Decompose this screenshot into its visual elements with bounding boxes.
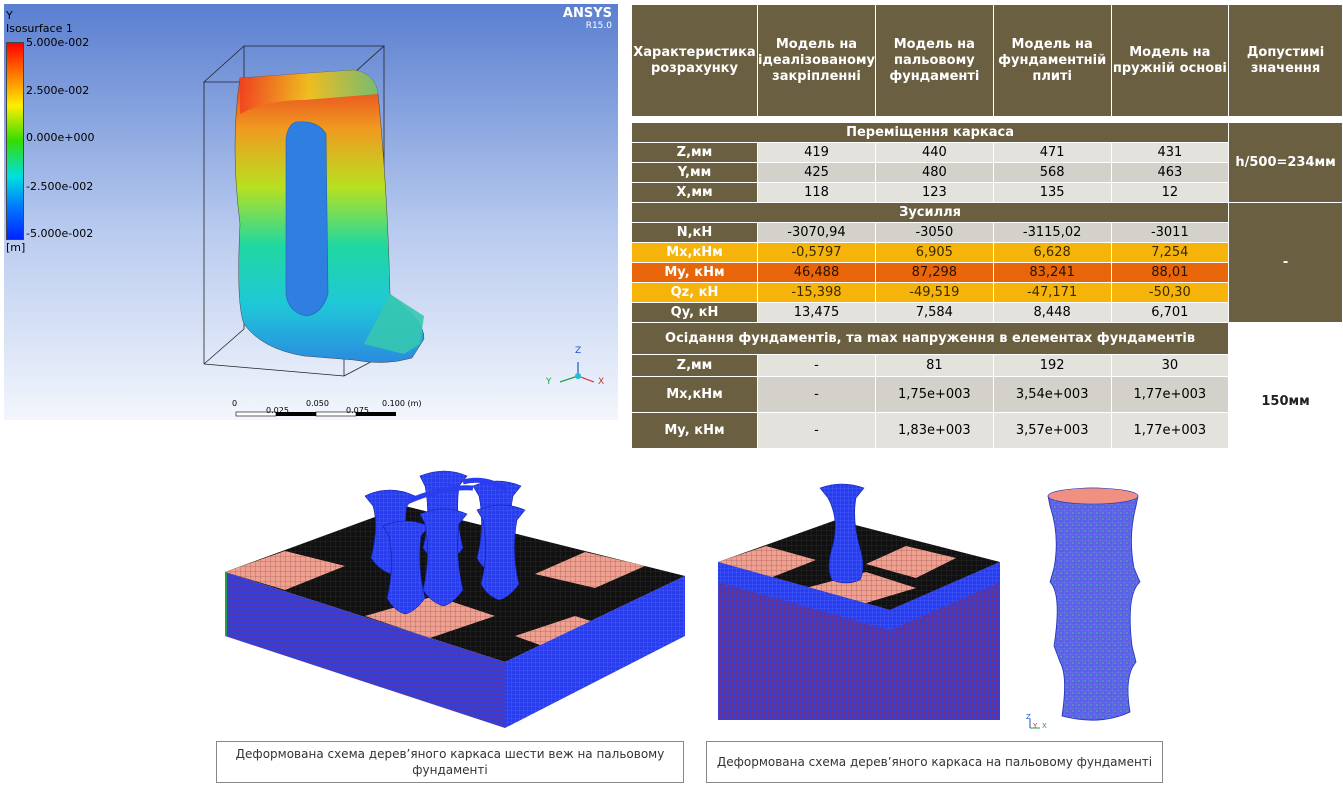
scale-050: 0.050 [306,399,329,408]
legend-value-4: -2.500e-002 [26,180,94,193]
fem-single-tower [718,483,1000,720]
caption-left: Деформована схема дерев’яного каркаса ше… [216,741,684,783]
legend-value-1: 5.000e-002 [26,36,90,49]
header-pile: Модель на пальовому фундаменті [875,4,994,117]
table-row: Z,мм - 81 192 30 150мм [631,354,1343,449]
table-row: Mx,кНм - 1,75e+003 3,54e+003 1,77e+003 [631,376,1343,413]
disp-allowed: h/500=234мм [1228,122,1343,203]
legend-title: Isosurface 1 [6,22,73,35]
ansys-brand: ANSYS [562,6,612,21]
scale-0: 0 [232,399,238,408]
settle-allowed: 150мм [1228,354,1343,449]
header-elastic: Модель на пружній основі [1110,4,1230,117]
table-row: My, кНм - 1,83e+003 3,57e+003 1,77e+003 [631,412,1343,449]
fem-six-towers [225,470,685,728]
results-table: Характеристика розрахунку Модель на ідеа… [630,4,1343,449]
mini-triad-z: Z [1026,713,1031,721]
isosurface-model [202,45,595,417]
table-row: Y,мм 425 480 568 463 [631,162,1343,183]
legend-unit: [m] [6,241,26,254]
table-header-row: Характеристика розрахунку Модель на ідеа… [631,4,1343,117]
table-row: My, кНм 46,488 87,298 83,241 88,01 [631,262,1343,283]
ansys-viewport[interactable]: Y Isosurface 1 5.000e-002 2.500e-002 0.0… [4,4,618,420]
table-row: Qy, кН 13,475 7,584 8,448 6,701 [631,302,1343,323]
header-slab: Модель на фундаментній плиті [992,4,1112,117]
header-idealized: Модель на ідеалізованому закріпленні [756,4,877,117]
triad-z: Z [575,346,582,356]
section-settlement: Осідання фундаментів, та max напруження … [630,322,1343,355]
triad-x: X [598,377,605,387]
legend-value-2: 2.500e-002 [26,84,90,97]
ansys-version: R15.0 [585,21,612,31]
table-row: X,мм 118 123 135 12 [631,182,1343,203]
scale-075: 0.075 [346,406,369,415]
section-forces: Зусилля - [630,202,1343,323]
table-row: N,кН -3070,94 -3050 -3115,02 -3011 [631,222,1343,243]
section-displacement: Переміщення каркаса h/500=234мм [630,122,1343,203]
mini-axis-triad [1029,719,1040,729]
table-row: Mx,кНм -0,5797 6,905 6,628 7,254 [631,242,1343,263]
legend-value-3: 0.000e+000 [26,131,95,144]
mini-triad-x: X [1042,722,1047,730]
scale-100: 0.100 (m) [382,399,422,408]
legend-value-5: -5.000e-002 [26,227,94,240]
forces-allowed: - [1228,202,1343,323]
triad-y: Y [546,377,552,387]
scale-025: 0.025 [266,406,289,415]
axis-label: Y [6,9,13,22]
ansys-logo: ANSYS R15.0 [562,6,612,32]
fem-column [1047,487,1141,721]
header-allowed: Допустимі значення [1228,4,1343,117]
mini-triad-y: Y [1033,722,1038,730]
color-legend-bar [6,42,24,240]
caption-right: Деформована схема дерев’яного каркаса на… [706,741,1163,783]
header-characteristic: Характеристика розрахунку [631,4,758,117]
